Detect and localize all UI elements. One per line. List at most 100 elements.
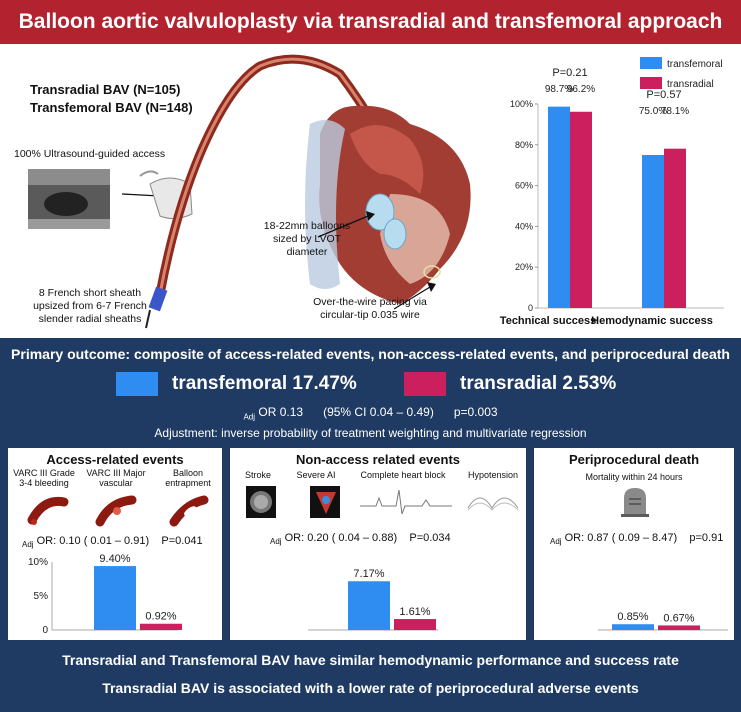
- legend-transfemoral: transfemoral 17.47%: [116, 370, 357, 398]
- primary-outcome-heading: Primary outcome: composite of access-rel…: [11, 346, 730, 362]
- nonaccess-item: Hypotension: [467, 470, 519, 480]
- y-tick-label: 100%: [510, 99, 533, 109]
- success-bar-value: 98.7%: [545, 84, 573, 95]
- access-event-icons: [27, 495, 209, 527]
- pacing-label: Over-the-wire pacing via circular-tip 0.…: [313, 296, 427, 322]
- success-bar: [548, 106, 570, 308]
- death-or: Adj OR: 0.87 ( 0.09 – 8.47) p=0.91: [550, 532, 723, 546]
- success-bar-chart: 0 20% 40% 60% 80% 100% transfemoral transradial…: [500, 57, 724, 327]
- nonaccess-item: Severe AI: [296, 470, 336, 480]
- death-box: Periprocedural death Mortality within 24…: [532, 446, 736, 642]
- death-title: Periprocedural death: [568, 452, 700, 467]
- adj-subscript: Adj: [243, 412, 256, 422]
- nonaccess-or: Adj OR: 0.20 ( 0.04 – 0.88) P=0.034: [270, 532, 451, 546]
- nonaccess-bar-chart: 7.17% 1.61%: [308, 568, 438, 631]
- legend-transradial: transradial 2.53%: [404, 370, 616, 398]
- success-p-value: P=0.21: [552, 67, 587, 79]
- event-bar-value: 7.17%: [353, 568, 384, 580]
- adj-subscript: Adj: [270, 537, 282, 547]
- nonaccess-item: Stroke: [244, 470, 271, 480]
- procedure-illustration: [28, 54, 471, 329]
- transfemoral-swatch: [116, 372, 158, 396]
- balloon-label: 18-22mm balloons sized by LVOT diameter: [263, 220, 351, 259]
- conclusion-2: Transradial BAV is associated with a low…: [102, 680, 639, 696]
- event-bar: [394, 619, 436, 630]
- access-or-value: OR: 0.10 ( 0.01 – 0.91): [36, 535, 150, 547]
- y-tick-label: 20%: [515, 262, 533, 272]
- adj-subscript: Adj: [550, 537, 562, 547]
- sheath-label: 8 French short sheath upsized from 6-7 F…: [33, 287, 147, 326]
- page-title: Balloon aortic valvuloplasty via transra…: [0, 0, 741, 44]
- success-bar: [570, 111, 592, 308]
- ultrasound-label: 100% Ultrasound-guided access: [14, 148, 166, 160]
- success-category-label: Technical success: [500, 315, 596, 327]
- event-bar-value: 0.92%: [145, 611, 176, 623]
- event-bar-value: 1.61%: [399, 606, 430, 618]
- success-bar-value: 75.0%: [639, 106, 667, 117]
- ecg-trace-icon: [360, 489, 452, 515]
- primary-stats: Adj OR 0.13 (95% CI 0.04 – 0.49) p=0.003: [0, 405, 741, 421]
- success-category-label: Hemodynamic success: [591, 315, 713, 327]
- access-bar-chart: 0 5% 10% 9.40% 0.92%: [28, 553, 182, 636]
- success-p-value: P=0.57: [646, 89, 681, 101]
- event-bar-value: 0.67%: [663, 612, 694, 624]
- access-title: Access-related events: [46, 452, 184, 467]
- death-bar-chart: 0.85% 0.67%: [598, 611, 728, 631]
- cohort-transfemoral: Transfemoral BAV (N=148): [30, 100, 193, 115]
- death-subtitle: Mortality within 24 hours: [585, 472, 683, 482]
- balloon-entrapment-icon: [169, 495, 209, 527]
- transfemoral-composite-rate: transfemoral 17.47%: [172, 373, 357, 394]
- adj-subscript: Adj: [22, 540, 34, 550]
- nonaccess-or-value: OR: 0.20 ( 0.04 – 0.88): [284, 532, 398, 544]
- bleeding-vessel-icon: [27, 496, 69, 525]
- nonaccess-p-value: P=0.034: [409, 532, 451, 544]
- vascular-complication-icon: [95, 495, 137, 527]
- access-item: VARC III Grade 3-4 bleeding: [13, 468, 75, 489]
- legend-swatch: [640, 77, 662, 89]
- tombstone-icon: [621, 488, 649, 517]
- success-bar-value: 78.1%: [661, 106, 689, 117]
- nonaccess-events-box: Non-access related events Stroke Severe …: [228, 446, 528, 642]
- death-or-value: OR: 0.87 ( 0.09 – 8.47): [564, 532, 678, 544]
- success-bar: [642, 155, 664, 308]
- y-tick-label: 80%: [515, 140, 533, 150]
- event-bar-value: 9.40%: [99, 553, 130, 565]
- legend-swatch: [640, 57, 662, 69]
- y-tick-label: 40%: [515, 221, 533, 231]
- brain-ct-icon: [246, 486, 276, 518]
- access-item: VARC III Major vascular: [86, 468, 146, 489]
- pressure-waveform-icon: [467, 497, 519, 511]
- nonaccess-event-icons: [246, 486, 519, 518]
- y-tick-label: 0: [42, 625, 48, 636]
- success-bar: [664, 148, 686, 308]
- legend-label: transfemoral: [667, 59, 723, 70]
- y-tick-label: 5%: [34, 591, 49, 602]
- event-bar: [140, 623, 182, 630]
- transradial-swatch: [404, 372, 446, 396]
- access-item: Balloon entrapment: [165, 468, 211, 489]
- y-tick-label: 0: [528, 303, 533, 313]
- heart-illustration: [305, 105, 471, 304]
- primary-p: p=0.003: [453, 405, 498, 419]
- echo-doppler-icon: [310, 486, 340, 518]
- transradial-composite-rate: transradial 2.53%: [460, 373, 617, 394]
- access-p-value: P=0.041: [161, 535, 203, 547]
- cohort-transradial: Transradial BAV (N=105): [30, 82, 181, 97]
- adjustment-note: Adjustment: inverse probability of treat…: [154, 426, 587, 440]
- ultrasound-image: [28, 169, 110, 229]
- event-bar: [348, 581, 390, 630]
- primary-or: OR 0.13: [258, 405, 304, 419]
- access-or: Adj OR: 0.10 ( 0.01 – 0.91) P=0.041: [22, 535, 203, 549]
- nonaccess-title: Non-access related events: [295, 452, 461, 467]
- event-bar: [658, 625, 700, 630]
- y-tick-label: 10%: [28, 557, 48, 568]
- conclusion-1: Transradial and Transfemoral BAV have si…: [62, 652, 679, 668]
- event-bar-value: 0.85%: [617, 611, 648, 623]
- access-events-box: Access-related events VARC III Grade 3-4…: [6, 446, 224, 642]
- primary-ci: (95% CI 0.04 – 0.49): [323, 405, 434, 419]
- legend-label: transradial: [667, 79, 714, 90]
- y-tick-label: 60%: [515, 181, 533, 191]
- success-bar-value: 96.2%: [567, 84, 595, 95]
- event-bar: [612, 624, 654, 630]
- death-p-value: p=0.91: [689, 532, 724, 544]
